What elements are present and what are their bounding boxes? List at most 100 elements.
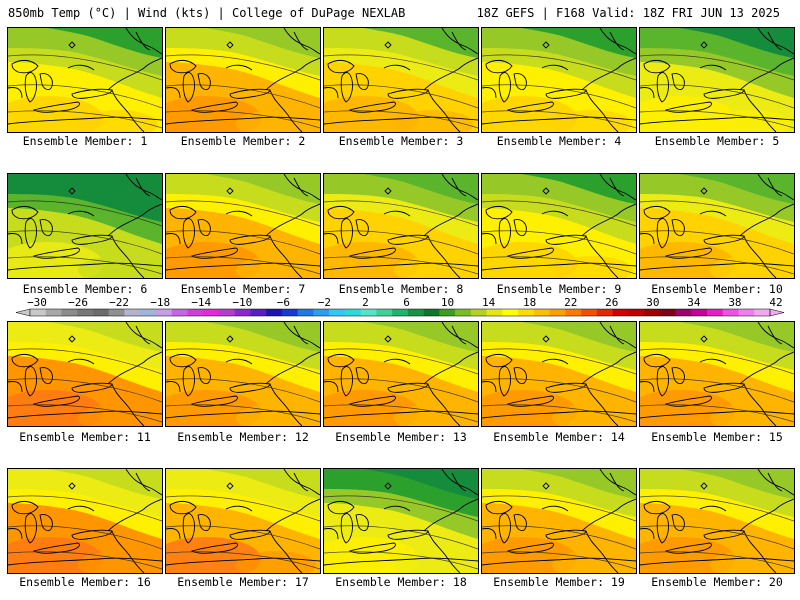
ensemble-member-caption: Ensemble Member: 17: [177, 575, 309, 589]
color-scale-swatch: [644, 309, 661, 316]
ensemble-member-caption: Ensemble Member: 15: [651, 430, 783, 444]
color-scale-tick-label: 42: [769, 296, 782, 309]
ensemble-map-panel: [165, 27, 321, 133]
color-scale-tick-label: −2: [318, 296, 331, 309]
ensemble-map-panel: [323, 321, 479, 427]
color-scale-swatch: [659, 309, 676, 316]
temperature-field-map: [482, 322, 636, 426]
color-scale-swatch: [124, 309, 141, 316]
color-scale-swatch: [61, 309, 78, 316]
ensemble-member-caption: Ensemble Member: 16: [19, 575, 151, 589]
color-scale-swatch: [518, 309, 535, 316]
color-scale-swatch: [266, 309, 283, 316]
color-scale-swatch: [329, 309, 346, 316]
geographic-outlines: [324, 322, 478, 426]
ensemble-map-panel: [639, 173, 795, 279]
temperature-field-map: [8, 174, 162, 278]
color-scale-swatch: [675, 309, 692, 316]
ensemble-member-caption: Ensemble Member: 3: [338, 134, 464, 148]
model-run-valid-time: 18Z GEFS | F168 Valid: 18Z FRI JUN 13 20…: [476, 6, 780, 20]
temperature-field-map: [166, 322, 320, 426]
color-scale-swatch: [234, 309, 251, 316]
color-scale-tick-label: 2: [362, 296, 369, 309]
geographic-outlines: [482, 322, 636, 426]
color-scale-swatch: [581, 309, 598, 316]
temperature-field-map: [8, 469, 162, 573]
ensemble-map-panel: [7, 173, 163, 279]
color-scale-swatch: [691, 309, 708, 316]
color-scale-swatch: [470, 309, 487, 316]
color-scale-tick-label: −10: [232, 296, 252, 309]
color-scale-swatch: [203, 309, 220, 316]
ensemble-map-panel: [7, 321, 163, 427]
color-scale-tick-label: 10: [441, 296, 454, 309]
color-scale-swatch: [281, 309, 298, 316]
color-scale-tick-label: 38: [728, 296, 741, 309]
color-scale-swatch: [92, 309, 110, 316]
temperature-field-map: [482, 28, 636, 132]
geographic-outlines: [8, 322, 162, 426]
ensemble-map-panel: [7, 27, 163, 133]
ensemble-map-panel: [7, 468, 163, 574]
ensemble-member-caption: Ensemble Member: 13: [335, 430, 467, 444]
temperature-color-scale: −30 −26 −22 −18 −14 −10 −6 −2 2 6 10 14 18 22 26 30 34 38…: [15, 296, 785, 317]
temperature-field-map: [8, 28, 162, 132]
ensemble-map-panel: [481, 468, 637, 574]
color-scale-tick-label: 30: [646, 296, 659, 309]
temperature-field-map: [482, 174, 636, 278]
color-scale-tick-label: −18: [150, 296, 170, 309]
color-scale-swatch: [297, 309, 314, 316]
temperature-field-map: [8, 322, 162, 426]
color-scale-swatch: [140, 309, 157, 316]
color-scale-swatch: [596, 309, 613, 316]
geographic-outlines: [8, 174, 162, 278]
color-scale-swatch: [407, 309, 424, 316]
geographic-outlines: [166, 322, 320, 426]
ensemble-map-panel: [639, 27, 795, 133]
ensemble-map-panel: [165, 321, 321, 427]
ensemble-map-panel: [165, 468, 321, 574]
ensemble-map-panel: [323, 173, 479, 279]
color-scale-tick-label: −26: [68, 296, 88, 309]
color-scale-swatch: [155, 309, 173, 316]
ensemble-member-caption: Ensemble Member: 18: [335, 575, 467, 589]
color-scale-swatch: [45, 309, 62, 316]
ensemble-map-panel: [639, 321, 795, 427]
color-scale-swatch: [707, 309, 724, 316]
temperature-field-map: [166, 174, 320, 278]
map-title: 850mb Temp (°C) | Wind (kts) | College o…: [8, 6, 406, 20]
geographic-outlines: [324, 28, 478, 132]
color-scale-swatch: [171, 309, 188, 316]
ensemble-member-caption: Ensemble Member: 7: [180, 282, 306, 296]
temperature-field-map: [324, 469, 478, 573]
color-scale-swatch: [77, 309, 94, 316]
color-scale-swatch: [502, 309, 519, 316]
ensemble-member-caption: Ensemble Member: 10: [651, 282, 783, 296]
color-scale-swatch: [439, 309, 456, 316]
ensemble-member-caption: Ensemble Member: 2: [180, 134, 306, 148]
geographic-outlines: [482, 28, 636, 132]
color-scale-swatch: [30, 309, 47, 316]
color-scale-swatch: [754, 309, 771, 316]
color-scale-swatch: [738, 309, 755, 316]
ensemble-member-caption: Ensemble Member: 20: [651, 575, 783, 589]
geographic-outlines: [640, 28, 794, 132]
color-scale-tick-label: −22: [109, 296, 129, 309]
temperature-field-map: [640, 174, 794, 278]
temperature-field-map: [482, 469, 636, 573]
color-scale-tick-label: 22: [564, 296, 577, 309]
color-scale-swatch: [250, 309, 267, 316]
color-scale-swatch: [565, 309, 582, 316]
temperature-field-map: [166, 28, 320, 132]
temperature-field-map: [166, 469, 320, 573]
color-scale-tick-label: 14: [482, 296, 496, 309]
color-scale-tick-label: −30: [27, 296, 47, 309]
color-scale-swatch: [313, 309, 330, 316]
color-scale-swatch: [108, 309, 125, 316]
geographic-outlines: [640, 174, 794, 278]
color-scale-swatch: [187, 309, 204, 316]
geographic-outlines: [324, 174, 478, 278]
ensemble-map-panel: [323, 27, 479, 133]
ensemble-member-caption: Ensemble Member: 1: [22, 134, 148, 148]
geographic-outlines: [482, 469, 636, 573]
